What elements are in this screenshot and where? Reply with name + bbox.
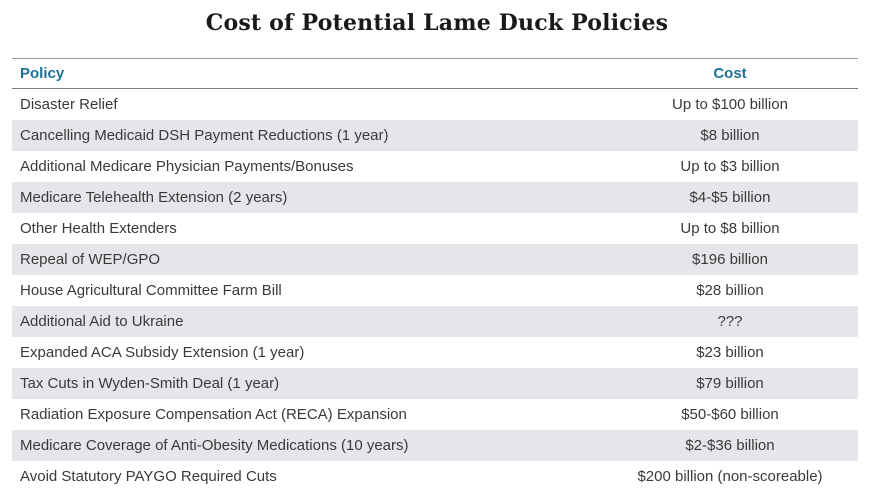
table-body: Disaster Relief Up to $100 billion Cancell… <box>12 89 858 492</box>
cost-cell: $2-$36 billion <box>685 437 775 454</box>
cost-cell: $28 billion <box>696 282 764 299</box>
policy-cell: Cancelling Medicaid DSH Payment Reductio… <box>20 127 389 144</box>
policy-cell: Repeal of WEP/GPO <box>20 251 161 268</box>
table-row: House Agricultural Committee Farm Bill $2… <box>12 275 858 306</box>
table-row: Disaster Relief Up to $100 billion <box>12 89 858 120</box>
table-row: Additional Aid to Ukraine??? <box>12 306 858 337</box>
cost-table: Policy Cost Disaster Relief Up to $100 bi… <box>12 58 858 492</box>
table-row: Other Health Extenders Up to $8 billion <box>12 213 858 244</box>
table-row: Radiation Exposure Compensation Act (REC… <box>12 399 858 430</box>
table-row: Medicare Coverage of Anti-Obesity Medica… <box>12 430 858 461</box>
table-row: Expanded ACA Subsidy Extension (1 year) $… <box>12 337 858 368</box>
cost-cell: $23 billion <box>696 344 764 361</box>
table-title: Cost of Potential Lame Duck Policies <box>205 10 669 36</box>
cost-cell: Up to $3 billion <box>680 158 780 175</box>
cost-cell: $79 billion <box>696 375 764 392</box>
table-row: Medicare Telehealth Extension (2 years) $… <box>12 182 858 213</box>
policy-cell: Avoid Statutory PAYGO Required Cuts <box>20 468 277 485</box>
policy-cell: Medicare Coverage of Anti-Obesity Medica… <box>20 437 409 454</box>
table-row: Repeal of WEP/GPO $196 billion <box>12 244 858 275</box>
cost-cell: $196 billion <box>692 251 768 268</box>
policy-cell: House Agricultural Committee Farm Bill <box>20 282 282 299</box>
cost-cell: $50-$60 billion <box>681 406 779 423</box>
table-row: Tax Cuts in Wyden-Smith Deal (1 year) $79… <box>12 368 858 399</box>
policy-cell: Expanded ACA Subsidy Extension (1 year) <box>20 344 305 361</box>
policy-cell: Disaster Relief <box>20 96 118 113</box>
cost-cell: ??? <box>717 313 743 330</box>
table-header-row: Policy Cost <box>12 58 858 89</box>
table-row: Additional Medicare Physician Payments/B… <box>12 151 858 182</box>
column-header-cost: Cost <box>713 65 747 82</box>
cost-cell: Up to $8 billion <box>680 220 780 237</box>
policy-cell: Tax Cuts in Wyden-Smith Deal (1 year) <box>20 375 280 392</box>
cost-cell: $200 billion (non-scoreable) <box>637 468 823 485</box>
cost-cell: Up to $100 billion <box>672 96 788 113</box>
table-row: Avoid Statutory PAYGO Required Cuts $200 … <box>12 461 858 492</box>
policy-cell: Additional Medicare Physician Payments/B… <box>20 158 354 175</box>
table-row: Cancelling Medicaid DSH Payment Reductio… <box>12 120 858 151</box>
policy-cell: Other Health Extenders <box>20 220 177 237</box>
column-header-policy: Policy <box>20 65 65 82</box>
policy-cell: Medicare Telehealth Extension (2 years) <box>20 189 288 206</box>
cost-cell: $8 billion <box>700 127 760 144</box>
policy-cell: Radiation Exposure Compensation Act (REC… <box>20 406 407 423</box>
policy-cell: Additional Aid to Ukraine <box>20 313 184 330</box>
cost-cell: $4-$5 billion <box>689 189 771 206</box>
